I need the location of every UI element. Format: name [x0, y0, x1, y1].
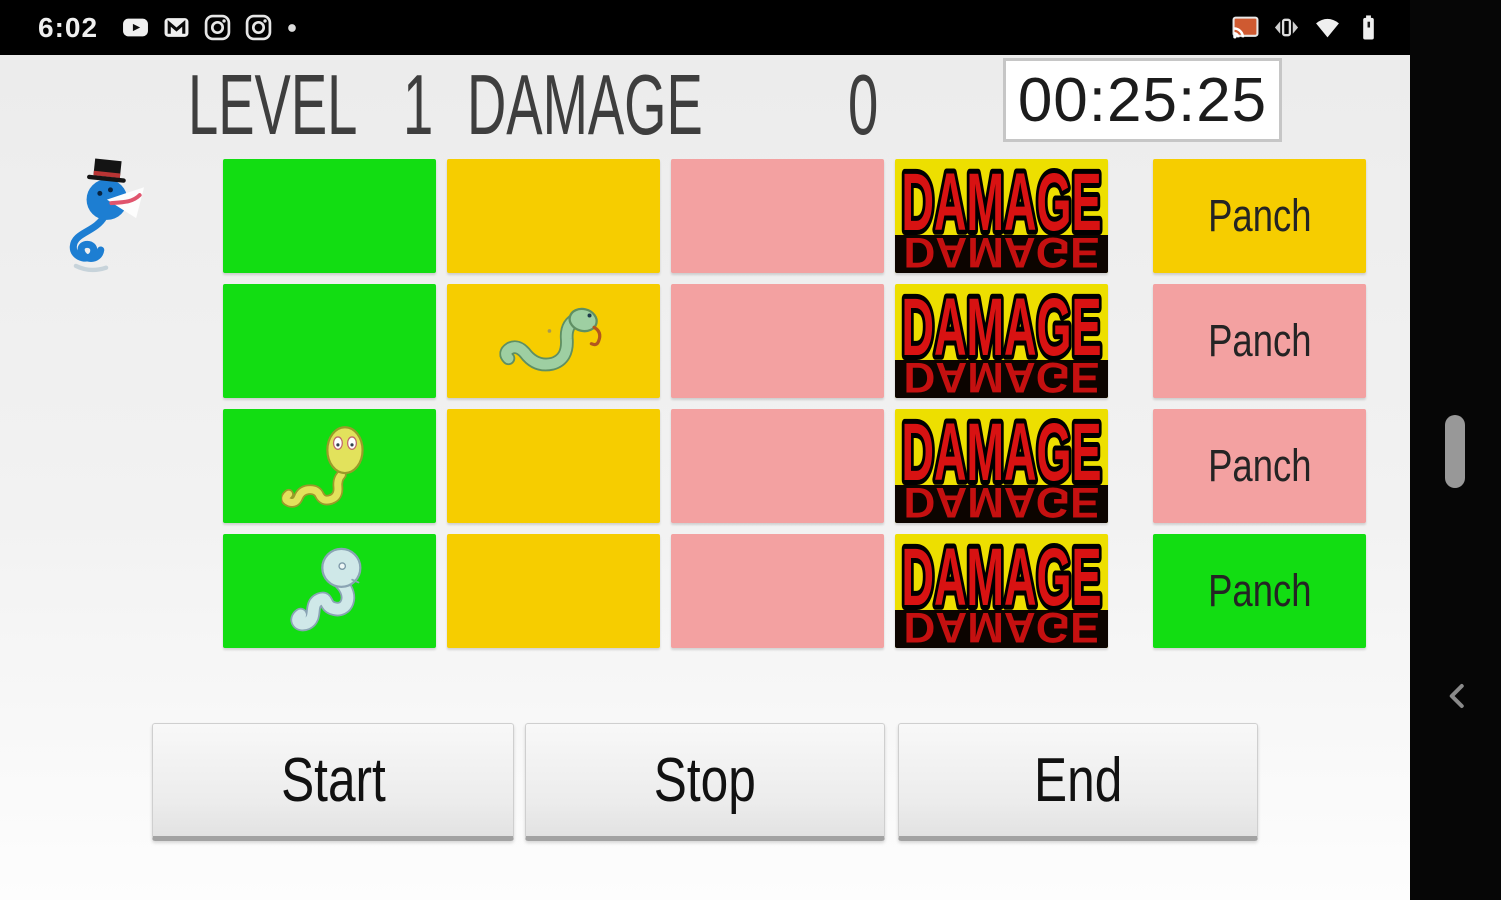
svg-text:DAMAGE: DAMAGE — [904, 479, 1100, 523]
damage-cell-row1: DAMAGE DAMAGE — [895, 159, 1108, 273]
grid-cell-r1c2 — [447, 159, 660, 273]
panch-button-row1[interactable]: Panch — [1153, 159, 1366, 273]
wifi-icon — [1316, 18, 1339, 38]
svg-text:DAMAGE: DAMAGE — [904, 604, 1100, 648]
status-bar: 6:02 — [0, 0, 1501, 55]
panch-button-row4[interactable]: Panch — [1153, 534, 1366, 648]
vibrate-icon — [1274, 18, 1299, 37]
svg-text:DAMAGE: DAMAGE — [904, 354, 1100, 398]
panch-button-label: Panch — [1207, 565, 1312, 616]
snake-green-icon — [498, 300, 610, 382]
snake-yellow-icon — [278, 422, 382, 510]
grid-cell-r1c3 — [671, 159, 884, 273]
status-time: 6:02 — [38, 11, 99, 43]
back-chevron-icon[interactable] — [1443, 680, 1473, 712]
start-button-label: Start — [280, 745, 386, 815]
grid-cell-r3c2 — [447, 409, 660, 523]
end-button[interactable]: End — [898, 723, 1258, 841]
instagram-icon — [204, 14, 231, 41]
notification-overflow-dot — [288, 23, 296, 32]
snake-blue-icon — [287, 542, 373, 640]
svg-text:DAMAGE: DAMAGE — [902, 534, 1102, 623]
svg-text:DAMAGE: DAMAGE — [904, 229, 1100, 273]
damage-value: 0 — [848, 58, 879, 153]
scroll-pill[interactable] — [1445, 415, 1465, 488]
instagram-icon — [245, 14, 272, 41]
grid-cell-r2c1 — [223, 284, 436, 398]
level-label: LEVEL — [188, 58, 358, 153]
status-bar-right — [1232, 14, 1382, 41]
grid-cell-r1c1 — [223, 159, 436, 273]
stop-button[interactable]: Stop — [525, 723, 885, 841]
timer-value: 00:25:25 — [1017, 65, 1268, 135]
panch-button-label: Panch — [1207, 440, 1312, 491]
gmail-icon — [164, 18, 189, 37]
grid-cell-r4c3 — [671, 534, 884, 648]
grid-cell-r4c2 — [447, 534, 660, 648]
battery-icon — [1363, 15, 1374, 40]
damage-cell-row2: DAMAGE DAMAGE — [895, 284, 1108, 398]
navigation-bar — [1410, 0, 1501, 900]
cast-icon — [1232, 16, 1259, 39]
damage-cell-row4: DAMAGE DAMAGE — [895, 534, 1108, 648]
panch-button-label: Panch — [1207, 190, 1312, 241]
svg-text:DAMAGE: DAMAGE — [902, 409, 1102, 498]
grid-cell-r3c1 — [223, 409, 436, 523]
grid-cell-r2c3 — [671, 284, 884, 398]
panch-button-label: Panch — [1207, 315, 1312, 366]
level-value: 1 — [403, 58, 434, 153]
start-button[interactable]: Start — [152, 723, 514, 841]
damage-cell-row3: DAMAGE DAMAGE — [895, 409, 1108, 523]
grid-cell-r2c2 — [447, 284, 660, 398]
panch-button-row2[interactable]: Panch — [1153, 284, 1366, 398]
grid-cell-r3c3 — [671, 409, 884, 523]
damage-label: DAMAGE — [467, 58, 703, 153]
blue-snake-top-hat-icon — [55, 158, 150, 273]
stop-button-label: Stop — [653, 745, 757, 815]
panch-button-row3[interactable]: Panch — [1153, 409, 1366, 523]
svg-text:DAMAGE: DAMAGE — [902, 284, 1102, 373]
svg-text:DAMAGE: DAMAGE — [902, 159, 1102, 248]
grid-cell-r4c1 — [223, 534, 436, 648]
timer-box: 00:25:25 — [1003, 58, 1282, 142]
status-bar-left: 6:02 — [38, 12, 298, 44]
youtube-icon — [123, 18, 149, 37]
end-button-label: End — [1033, 745, 1123, 815]
